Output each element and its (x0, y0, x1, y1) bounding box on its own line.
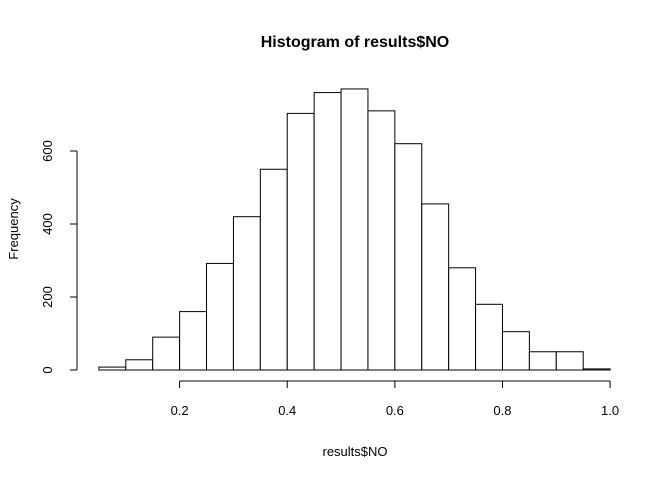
x-tick-label: 0.8 (493, 403, 511, 418)
bars-group (98, 88, 611, 371)
histogram-bar (259, 168, 288, 371)
x-axis: 0.2 0.4 0.6 0.8 1.0 (171, 380, 619, 418)
histogram-bar (501, 331, 530, 371)
histogram-bar (98, 366, 127, 371)
histogram-bar (582, 368, 611, 371)
histogram-bar (179, 311, 208, 371)
y-tick-label: 400 (40, 213, 55, 235)
histogram-bar (313, 92, 342, 371)
histogram-bar (421, 203, 450, 371)
y-axis: 0 200 400 600 (40, 140, 78, 374)
histogram-bar (367, 110, 396, 371)
x-tick-label: 0.2 (171, 403, 189, 418)
y-tick-label: 0 (40, 366, 55, 373)
histogram-bar (232, 216, 261, 371)
histogram-bar (394, 143, 423, 371)
x-axis-label: results$NO (322, 444, 387, 459)
x-tick-label: 1.0 (601, 403, 619, 418)
x-tick-label: 0.6 (386, 403, 404, 418)
histogram-bar (152, 336, 181, 371)
y-tick-label: 600 (40, 140, 55, 162)
histogram-bar (448, 267, 477, 371)
histogram-bar (286, 112, 315, 371)
chart-title: Histogram of results$NO (261, 34, 449, 51)
histogram-bar (555, 351, 584, 371)
y-tick-label: 200 (40, 286, 55, 308)
histogram-bar (528, 351, 557, 371)
histogram-bar (340, 88, 369, 371)
histogram-bar (475, 303, 503, 371)
histogram-bar (125, 359, 154, 371)
histogram-bar (206, 262, 234, 371)
y-axis-label: Frequency (6, 198, 21, 260)
x-tick-label: 0.4 (278, 403, 296, 418)
